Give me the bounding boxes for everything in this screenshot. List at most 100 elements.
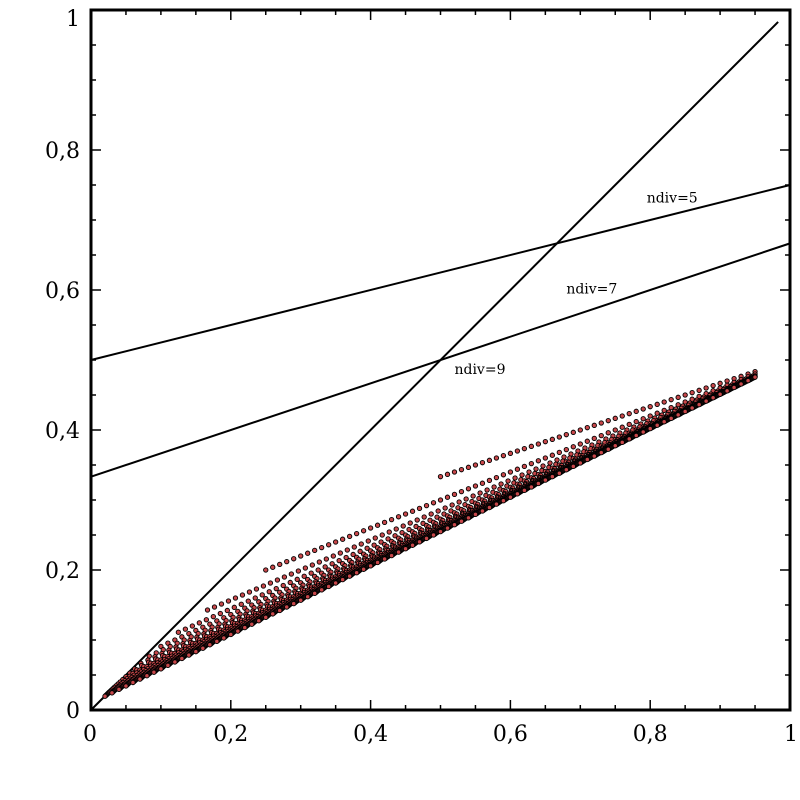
data-point <box>598 449 604 456</box>
data-point <box>137 676 143 682</box>
data-point <box>505 478 511 484</box>
data-point <box>463 496 469 502</box>
data-point <box>689 405 695 411</box>
data-point <box>731 384 737 391</box>
data-point <box>291 556 297 562</box>
data-point <box>675 412 681 418</box>
data-point <box>207 642 213 648</box>
data-point <box>738 381 744 387</box>
data-point <box>214 638 220 645</box>
data-point <box>210 614 216 620</box>
data-point <box>612 427 618 433</box>
data-point <box>266 589 272 595</box>
data-point <box>367 563 374 569</box>
data-point <box>598 432 604 439</box>
data-point <box>231 604 237 610</box>
annotation-label: ndiv=5 <box>647 191 698 207</box>
data-point <box>203 617 209 623</box>
data-point <box>273 586 279 592</box>
data-point <box>301 573 307 579</box>
data-point <box>442 505 448 511</box>
data-point <box>381 556 388 562</box>
data-point <box>358 541 364 547</box>
data-point <box>633 408 639 414</box>
data-point <box>554 457 560 463</box>
x-tick-label: 0,8 <box>633 722 668 747</box>
data-point <box>102 693 108 699</box>
data-point <box>472 511 479 518</box>
data-point <box>179 655 185 662</box>
data-point <box>374 522 381 528</box>
data-point <box>470 493 476 499</box>
data-point <box>277 561 283 568</box>
x-tick-label: 0 <box>83 722 97 747</box>
data-point <box>486 504 493 511</box>
data-point <box>339 536 346 542</box>
data-point <box>232 595 239 601</box>
data-point <box>288 571 295 577</box>
data-point <box>344 547 350 553</box>
y-tick-label: 0,6 <box>45 279 80 304</box>
data-point <box>710 383 716 389</box>
data-point <box>619 424 625 430</box>
data-point <box>421 514 427 520</box>
data-point <box>165 662 171 669</box>
data-point <box>437 497 444 503</box>
data-point <box>507 450 514 456</box>
data-point <box>312 590 318 596</box>
data-point <box>322 564 328 570</box>
data-point <box>661 407 667 414</box>
data-point <box>500 498 507 504</box>
data-point <box>563 432 569 438</box>
data-point <box>661 399 667 405</box>
data-point <box>360 528 367 534</box>
data-point <box>242 625 248 631</box>
reference-line-2 <box>90 184 791 361</box>
data-point <box>540 463 546 469</box>
data-point <box>374 559 381 566</box>
data-point <box>330 553 336 559</box>
data-point <box>519 472 525 478</box>
data-point <box>570 429 576 435</box>
data-point <box>291 600 297 607</box>
data-point <box>379 532 385 538</box>
data-point <box>675 394 681 400</box>
data-point <box>378 539 384 545</box>
data-point <box>598 420 604 426</box>
data-point <box>479 480 486 486</box>
data-point <box>577 460 583 466</box>
data-point <box>493 501 500 507</box>
data-point <box>263 614 269 620</box>
data-point <box>130 679 136 686</box>
data-point <box>570 463 576 470</box>
data-point <box>591 453 597 459</box>
data-point <box>332 580 339 586</box>
data-point <box>116 686 122 693</box>
data-point <box>491 484 497 490</box>
data-point <box>458 488 465 495</box>
data-point <box>654 401 660 407</box>
data-point <box>556 434 562 440</box>
data-point <box>451 469 458 475</box>
data-point <box>493 455 500 461</box>
data-point <box>654 422 660 428</box>
data-point <box>277 607 283 614</box>
data-point <box>745 377 751 384</box>
data-point <box>612 443 618 449</box>
data-point <box>500 472 507 478</box>
data-point <box>647 413 653 419</box>
annotation-label: ndiv=9 <box>454 362 505 378</box>
data-point <box>388 552 395 559</box>
data-point <box>360 566 367 572</box>
data-point <box>189 623 196 629</box>
data-point <box>151 669 157 675</box>
data-point <box>430 500 437 506</box>
data-point <box>267 580 274 586</box>
x-tick-label: 1 <box>784 722 798 747</box>
data-point <box>270 611 276 617</box>
data-point <box>514 466 521 472</box>
data-point <box>175 629 182 635</box>
data-point <box>246 589 253 595</box>
data-point <box>287 579 293 586</box>
data-point <box>626 411 632 417</box>
